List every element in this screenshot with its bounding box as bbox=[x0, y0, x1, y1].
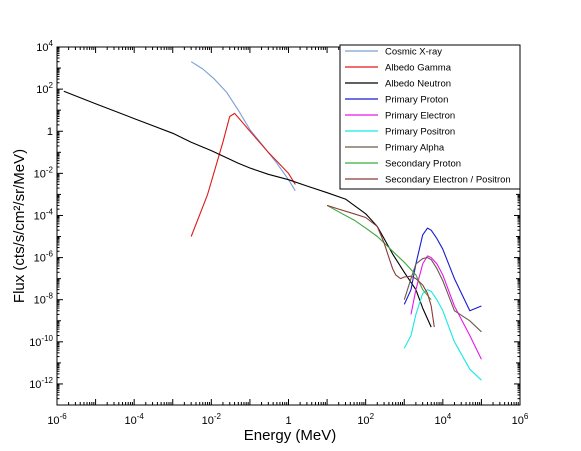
legend-label: Albedo Neutron bbox=[385, 79, 451, 90]
series-line-primary-alpha bbox=[403, 257, 482, 333]
series-line-secondary-proton bbox=[326, 204, 432, 301]
legend-label: Primary Electron bbox=[385, 111, 455, 122]
x-tick-label: 102 bbox=[357, 412, 374, 427]
legend-label: Albedo Gamma bbox=[385, 63, 452, 74]
legend: Cosmic X-ray Albedo Gamma Albedo Neutron Pr… bbox=[339, 44, 521, 190]
legend-label: Secondary Proton bbox=[385, 159, 461, 170]
x-tick-label: 1 bbox=[285, 415, 291, 427]
series-line-primary-positron bbox=[403, 289, 482, 381]
y-tick-label: 10-10 bbox=[29, 334, 53, 349]
x-tick-label: 106 bbox=[512, 412, 529, 427]
y-tick-label: 10-8 bbox=[34, 292, 54, 307]
x-tick-label: 10-6 bbox=[47, 412, 67, 427]
legend-label: Primary Positron bbox=[385, 127, 455, 138]
x-tick-label: 10-2 bbox=[202, 412, 222, 427]
x-tick-label: 104 bbox=[434, 412, 451, 427]
series-line-albedo-gamma bbox=[190, 112, 296, 237]
series-line-primary-proton bbox=[403, 227, 482, 312]
series-line-albedo-neutron bbox=[63, 90, 432, 328]
legend-label: Primary Alpha bbox=[385, 143, 445, 154]
series-line-cosmic-x-ray bbox=[190, 61, 296, 191]
series-line-secondary-electron-positron bbox=[326, 204, 435, 328]
series-line-primary-electron bbox=[410, 255, 482, 360]
legend-label: Primary Proton bbox=[385, 95, 448, 106]
legend-label: Cosmic X-ray bbox=[385, 47, 442, 58]
x-axis-title: Energy (MeV) bbox=[244, 427, 337, 444]
y-tick-label: 1 bbox=[47, 126, 53, 138]
y-tick-label: 10-12 bbox=[29, 376, 53, 391]
legend-box bbox=[339, 44, 521, 190]
y-tick-label: 10-2 bbox=[34, 165, 54, 180]
y-tick-label: 104 bbox=[36, 39, 53, 54]
x-tick-label: 10-4 bbox=[124, 412, 144, 427]
y-tick-label: 10-6 bbox=[34, 250, 54, 265]
y-tick-labels: 104 102 1 10-2 10-4 10-6 10-8 10-10 10-12 bbox=[29, 39, 53, 391]
legend-label: Secondary Electron / Positron bbox=[385, 175, 511, 186]
x-tick-labels: 10-6 10-4 10-2 1 102 104 106 bbox=[47, 412, 529, 427]
series-lines bbox=[63, 61, 482, 381]
y-tick-label: 102 bbox=[36, 81, 53, 96]
y-tick-label: 10-4 bbox=[34, 207, 54, 222]
y-axis-title: Flux (cts/s/cm²/sr/MeV) bbox=[11, 149, 28, 303]
